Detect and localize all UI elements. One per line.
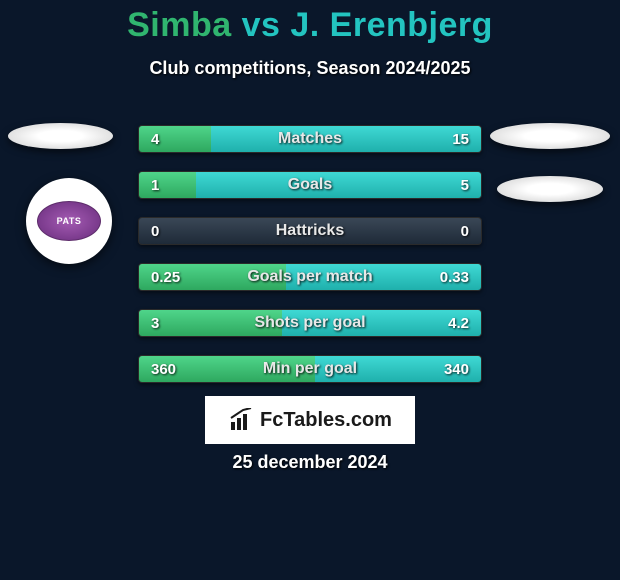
subtitle: Club competitions, Season 2024/2025 — [0, 58, 620, 79]
club-logo-text: PATS — [37, 201, 101, 241]
stat-value-left: 1 — [139, 172, 171, 198]
branding-text: FcTables.com — [260, 409, 392, 432]
stat-value-right: 15 — [440, 126, 481, 152]
vs-text: vs — [242, 6, 281, 44]
stat-row: 15Goals — [138, 171, 482, 199]
comparison-card: Simba vs J. Erenbjerg Club competitions,… — [0, 0, 620, 580]
player2-club-badge-small — [490, 123, 610, 149]
stat-value-right: 0 — [449, 218, 481, 244]
stat-fill-right — [196, 172, 481, 198]
chart-icon — [228, 408, 254, 432]
stat-row: 34.2Shots per goal — [138, 309, 482, 337]
stat-label: Hattricks — [139, 218, 481, 244]
stat-value-right: 340 — [432, 356, 481, 382]
stat-row: 360340Min per goal — [138, 355, 482, 383]
stat-value-left: 3 — [139, 310, 171, 336]
stat-value-left: 360 — [139, 356, 188, 382]
player2-club-badge-small-2 — [497, 176, 603, 202]
stat-value-left: 4 — [139, 126, 171, 152]
stat-row: 0 0Hattricks — [138, 217, 482, 245]
player1-club-badge-small — [8, 123, 113, 149]
title: Simba vs J. Erenbjerg — [0, 6, 620, 45]
snapshot-date: 25 december 2024 — [0, 452, 620, 473]
stat-value-left: 0 — [139, 218, 171, 244]
stat-value-right: 5 — [449, 172, 481, 198]
branding-banner: FcTables.com — [205, 396, 415, 444]
player2-name: J. Erenbjerg — [290, 6, 493, 44]
player1-name: Simba — [127, 6, 232, 44]
stat-value-right: 0.33 — [428, 264, 481, 290]
player1-club-badge-large: PATS — [26, 178, 112, 264]
stat-value-left: 0.25 — [139, 264, 192, 290]
stat-value-right: 4.2 — [436, 310, 481, 336]
stat-row: 415Matches — [138, 125, 482, 153]
stat-row: 0.250.33Goals per match — [138, 263, 482, 291]
